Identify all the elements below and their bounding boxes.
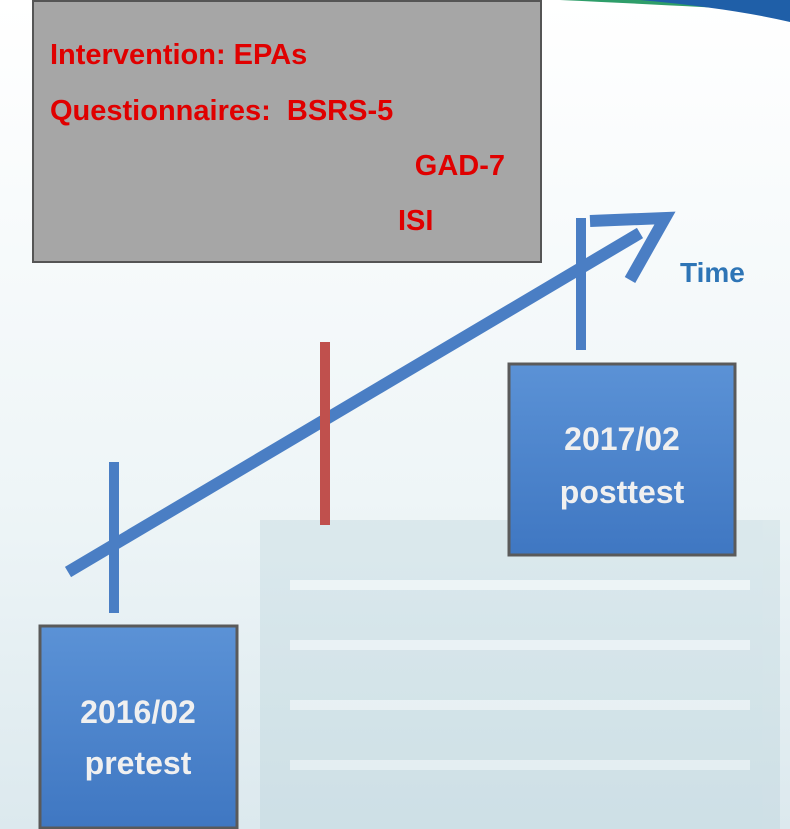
pretest-label: pretest xyxy=(85,745,192,781)
box-line: ISI xyxy=(398,205,433,237)
box-line: GAD-7 xyxy=(415,150,505,182)
page: Intervention: EPAs Questionnaires: BSRS-… xyxy=(0,0,790,829)
posttest-date: 2017/02 xyxy=(564,421,680,457)
pretest-date: 2016/02 xyxy=(80,694,196,730)
box-line: Intervention: EPAs xyxy=(50,39,307,71)
posttest-box xyxy=(509,364,735,555)
posttest-label: posttest xyxy=(560,474,685,510)
diagram: Intervention: EPAs Questionnaires: BSRS-… xyxy=(0,0,790,829)
box-line: Questionnaires: BSRS-5 xyxy=(50,95,393,127)
axis-label: Time xyxy=(680,257,745,288)
